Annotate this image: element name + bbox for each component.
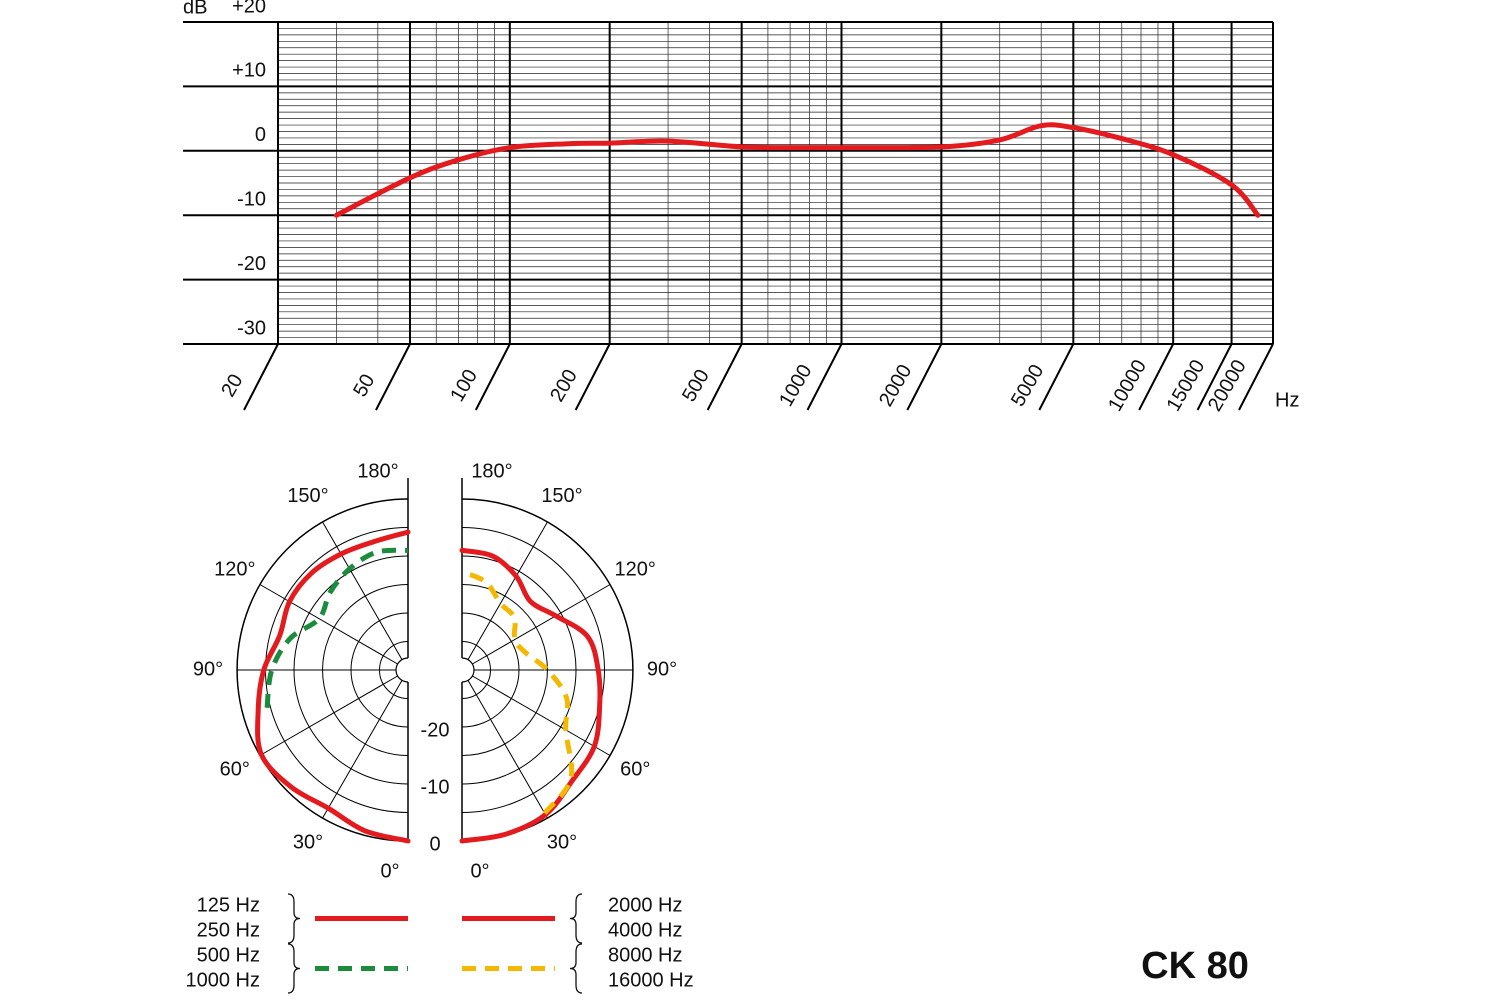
spoke [322,521,403,660]
legend-brace [287,943,301,994]
x-tick-mark [906,343,943,411]
polar-curve [264,547,409,709]
polar-curve [459,547,603,844]
legend-label: 8000 Hz [608,944,683,966]
x-tick-mark [1038,343,1075,411]
x-tick-mark [243,343,279,411]
angle-label: 180° [357,460,398,482]
y-tick-label: 0 [255,124,266,146]
x-tick-mark [574,343,611,411]
legend-label: 1000 Hz [186,969,261,991]
legend-brace [569,943,583,994]
y-tick-label: -10 [237,188,266,210]
x-tick-label: 500 [678,366,714,406]
x-tick-mark [375,343,411,411]
x-axis-label: Hz [1275,389,1299,411]
legend-label: 125 Hz [197,894,260,916]
angle-label: 120° [615,558,656,580]
angle-label: 120° [214,558,255,580]
x-tick-label: 15000 [1163,356,1210,415]
x-tick-label: 50 [349,371,379,401]
angle-label: 150° [287,485,328,507]
x-tick-label: 100 [446,366,482,406]
angle-label: 30° [293,831,323,853]
spoke [259,584,398,665]
x-tick-mark [806,343,843,411]
y-tick-label: -30 [237,317,266,339]
x-tick-label: 20 [217,371,247,401]
legend-brace [569,893,583,944]
angle-label: 90° [647,658,677,680]
radial-label: -10 [421,776,450,798]
legend-label: 2000 Hz [608,894,683,916]
spoke [472,675,611,756]
x-tick-label: 200 [546,366,582,406]
angle-label: 0° [380,860,399,882]
center-hole [461,657,475,683]
response-curve [333,122,1261,218]
spoke [259,675,398,756]
model-title: CK 80 [1141,945,1249,987]
y-tick-label: +20 [232,0,266,17]
radial-label: 0 [429,833,440,855]
x-tick-label: 10000 [1104,356,1151,415]
y-tick-label: +10 [232,60,266,82]
x-tick-mark [1196,343,1233,411]
spoke [322,680,403,819]
spoke [467,521,548,660]
polar-curve [255,529,411,844]
center-hole [395,657,409,683]
polar-curve [461,569,575,815]
angle-label: 180° [471,460,512,482]
legend-brace [287,893,301,944]
x-tick-mark [706,343,743,411]
angle-label: 30° [547,831,577,853]
radial-label: -20 [421,719,450,741]
x-tick-mark [1138,343,1175,411]
x-tick-mark [474,343,511,411]
spoke [472,584,611,665]
legend-label: 4000 Hz [608,919,683,941]
angle-label: 60° [620,758,650,780]
legend-label: 250 Hz [197,919,260,941]
legend-label: 500 Hz [197,944,260,966]
spoke [467,680,548,819]
legend-label: 16000 Hz [608,969,694,991]
y-axis-label: dB [183,0,207,18]
angle-label: 60° [220,758,250,780]
x-tick-mark [1238,343,1274,411]
y-tick-label: -20 [237,253,266,275]
angle-label: 90° [193,658,223,680]
angle-label: 150° [541,485,582,507]
angle-label: 0° [470,860,489,882]
